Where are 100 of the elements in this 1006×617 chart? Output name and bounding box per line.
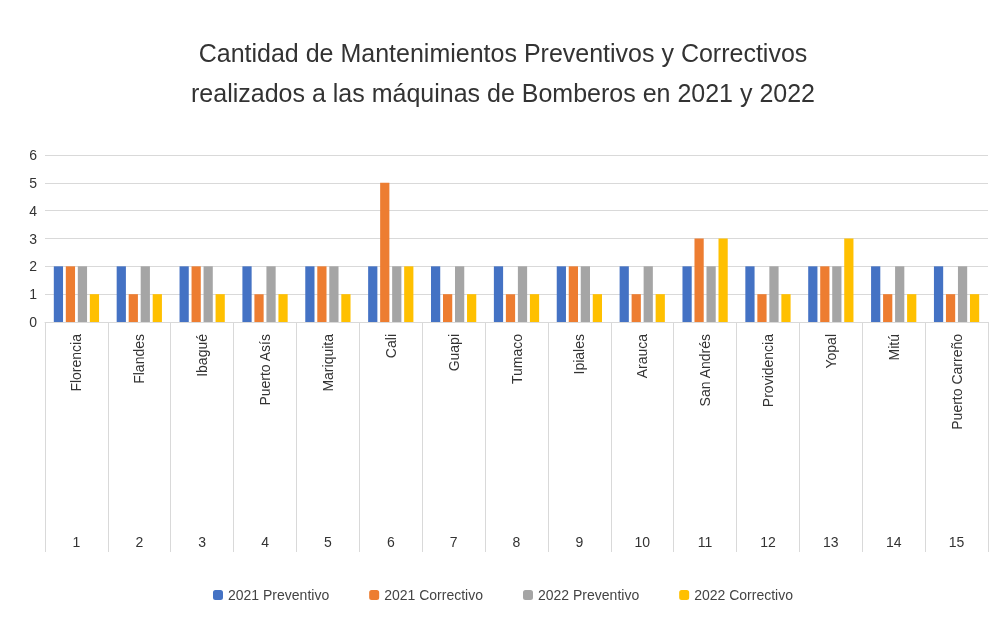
- bar: [969, 294, 980, 322]
- y-tick-label: 1: [29, 286, 38, 303]
- x-tick-label: Yopal: [822, 334, 839, 369]
- bar: [329, 266, 339, 322]
- bar: [631, 294, 641, 322]
- bar: [128, 294, 138, 322]
- y-tick-label: 2: [29, 258, 38, 275]
- x-tick-label: Tumaco: [508, 333, 525, 385]
- legend-label: 2021 Correctivo: [384, 587, 484, 603]
- bar: [682, 266, 692, 322]
- bar: [404, 266, 414, 322]
- x-tick-label: Guapi: [445, 334, 462, 372]
- bar: [505, 294, 516, 322]
- bar: [643, 266, 653, 322]
- bar: [53, 266, 64, 322]
- x-tick-label: Puerto Asís: [257, 334, 274, 406]
- x-tick-label: Mariquita: [319, 333, 336, 392]
- bar: [945, 294, 956, 322]
- bar: [568, 266, 578, 322]
- bar: [455, 266, 465, 322]
- text: 12: [760, 534, 776, 550]
- legend-label: 2022 Correctivo: [694, 587, 794, 603]
- bar: [718, 238, 728, 322]
- x-tick-label: Providencia: [759, 333, 776, 408]
- bar: [493, 266, 504, 322]
- bar: [957, 266, 968, 322]
- bar: [254, 294, 264, 322]
- bar: [467, 294, 477, 322]
- bar: [592, 294, 602, 322]
- y-tick-label: 6: [29, 147, 38, 163]
- bar: [832, 266, 842, 322]
- bar: [871, 266, 881, 322]
- bar: [757, 294, 767, 322]
- bar: [883, 294, 893, 322]
- text: 6: [386, 534, 395, 550]
- bar: [655, 294, 665, 322]
- text: 3: [198, 534, 207, 550]
- y-tick-label: 4: [29, 202, 38, 219]
- y-tick-label: 5: [29, 174, 38, 191]
- bar: [266, 266, 276, 322]
- bar: [242, 266, 252, 322]
- bar: [317, 266, 327, 322]
- x-tick-label: Puerto Carreño: [948, 333, 965, 430]
- bar: [781, 294, 791, 322]
- bar: [380, 182, 390, 322]
- bar: [706, 266, 716, 322]
- bar: [305, 266, 315, 322]
- bar: [556, 266, 566, 322]
- x-tick-label: Florencia: [68, 333, 85, 392]
- bar: [694, 238, 704, 322]
- bar: [907, 294, 917, 322]
- bar: [844, 238, 854, 322]
- text: 2: [135, 534, 144, 550]
- bar: [278, 294, 288, 322]
- bar: [65, 266, 76, 322]
- x-tick-label: Arauca: [634, 333, 651, 379]
- bar: [745, 266, 755, 322]
- x-tick-label: Cali: [382, 334, 399, 359]
- bar: [89, 294, 100, 322]
- bar: [116, 266, 126, 322]
- text: 5: [324, 534, 332, 550]
- text: 7: [449, 534, 458, 550]
- bar: [517, 266, 528, 322]
- bar: [203, 266, 213, 322]
- bar: [529, 294, 540, 322]
- text: 10: [634, 534, 651, 550]
- y-tick-label: 0: [29, 314, 38, 330]
- x-tick-label: Ipiales: [571, 334, 588, 375]
- y-tick-label: 3: [29, 230, 38, 247]
- bar: [808, 266, 818, 322]
- bar: [443, 294, 453, 322]
- bar: [392, 266, 402, 322]
- bar: [895, 266, 905, 322]
- x-tick-label: San Andrés: [697, 334, 714, 407]
- bar: [580, 266, 590, 322]
- bar: [77, 266, 88, 322]
- bar: [431, 266, 441, 322]
- x-tick-label: Ibagué: [194, 333, 211, 377]
- bar: [191, 266, 201, 322]
- bar: [769, 266, 779, 322]
- text: 11: [697, 534, 713, 550]
- text: 13: [823, 534, 839, 550]
- legend-label: 2021 Preventivo: [227, 587, 330, 603]
- text: 15: [948, 534, 965, 550]
- x-tick-label: Mitú: [885, 334, 902, 361]
- bar: [820, 266, 830, 322]
- text: 8: [512, 534, 521, 550]
- x-tick-label: Flandes: [131, 334, 148, 384]
- bar: [368, 266, 378, 322]
- bar: [215, 294, 225, 322]
- bar: [140, 266, 150, 322]
- text: 9: [575, 534, 584, 550]
- bar: [152, 294, 162, 322]
- text: 1: [72, 534, 81, 550]
- text: 4: [261, 534, 270, 550]
- legend-label: 2022 Preventivo: [538, 587, 640, 603]
- chart-title: Cantidad de Mantenimientos Preventivos y Correctivos realizados a las máquinas de Bomberos en 2021 y 2022: [190, 39, 816, 107]
- bar: [341, 294, 351, 322]
- bar: [179, 266, 189, 322]
- bar: [619, 266, 629, 322]
